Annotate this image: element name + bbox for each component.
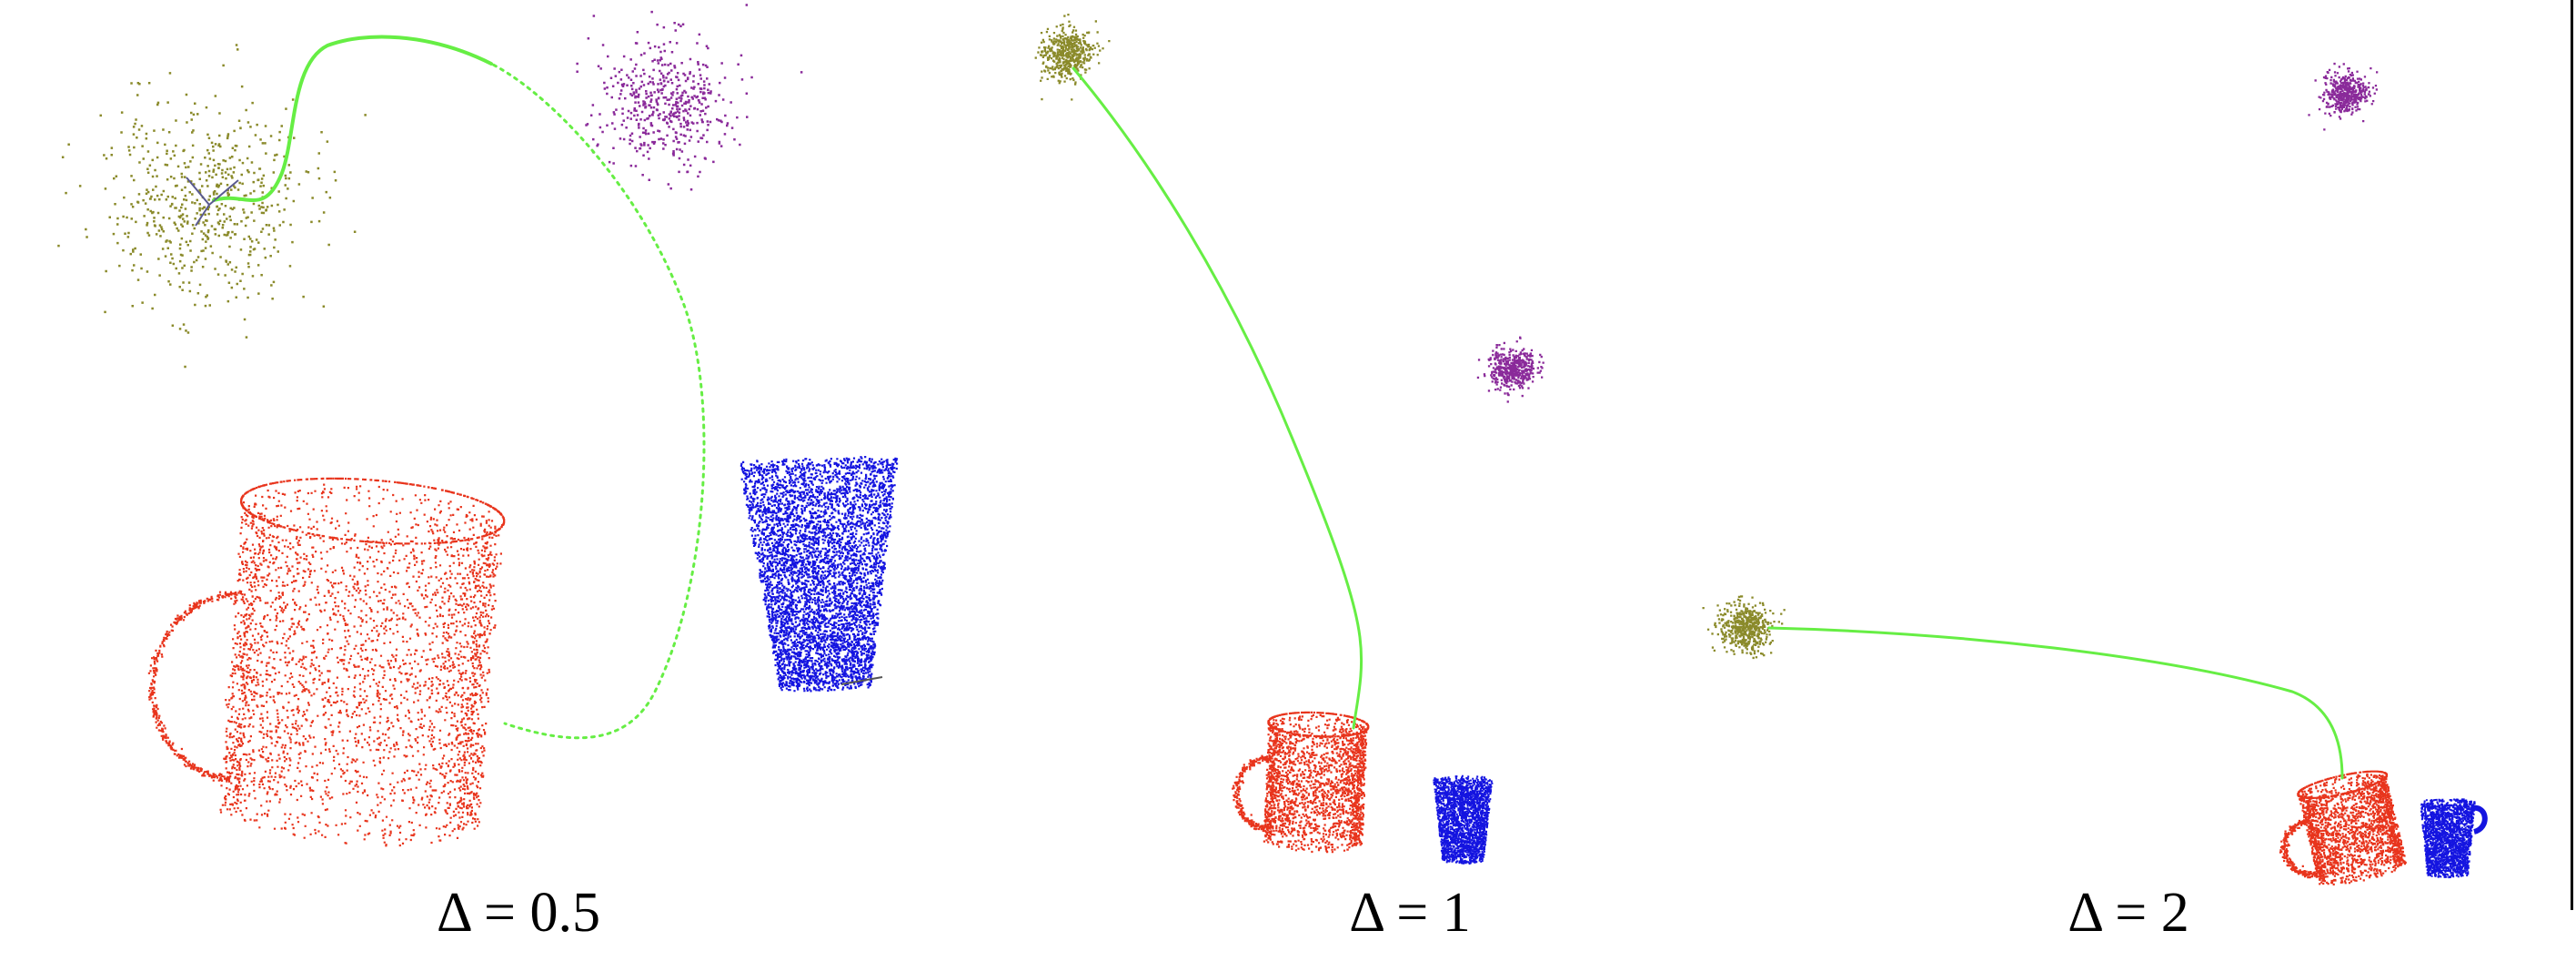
trajectory-path-2 xyxy=(1073,68,1362,728)
panel-delta-2 xyxy=(1703,63,2485,885)
right-border-line xyxy=(2571,0,2573,910)
panel-label-delta-1: Δ = 1 xyxy=(1292,881,1528,945)
goal-pointcloud-3 xyxy=(2308,63,2378,131)
trajectory-path-3 xyxy=(1769,628,2342,778)
panel-delta-1 xyxy=(1035,14,1545,865)
blue-cup-pointcloud-2 xyxy=(1433,775,1493,865)
blue-cup-pointcloud-3 xyxy=(2420,798,2476,878)
goal-pointcloud-1 xyxy=(576,4,802,190)
start-pointcloud-1 xyxy=(57,44,367,368)
blue-cup-handle-3 xyxy=(2472,808,2485,832)
panel-label-delta-0-5: Δ = 0.5 xyxy=(400,881,637,945)
trajectory-path-1-dense xyxy=(214,36,491,200)
trajectory-path-1 xyxy=(214,36,704,737)
start-pointcloud-2 xyxy=(1035,14,1111,101)
panel-delta-0-5 xyxy=(57,4,898,846)
red-mug-pointcloud-1 xyxy=(148,478,506,847)
blue-cup-pointcloud-1 xyxy=(740,456,898,693)
panel-label-delta-2: Δ = 2 xyxy=(2010,881,2247,945)
red-mug-pointcloud-3 xyxy=(2279,771,2407,885)
goal-pointcloud-2 xyxy=(1477,337,1545,403)
red-mug-pointcloud-2 xyxy=(1232,712,1369,854)
